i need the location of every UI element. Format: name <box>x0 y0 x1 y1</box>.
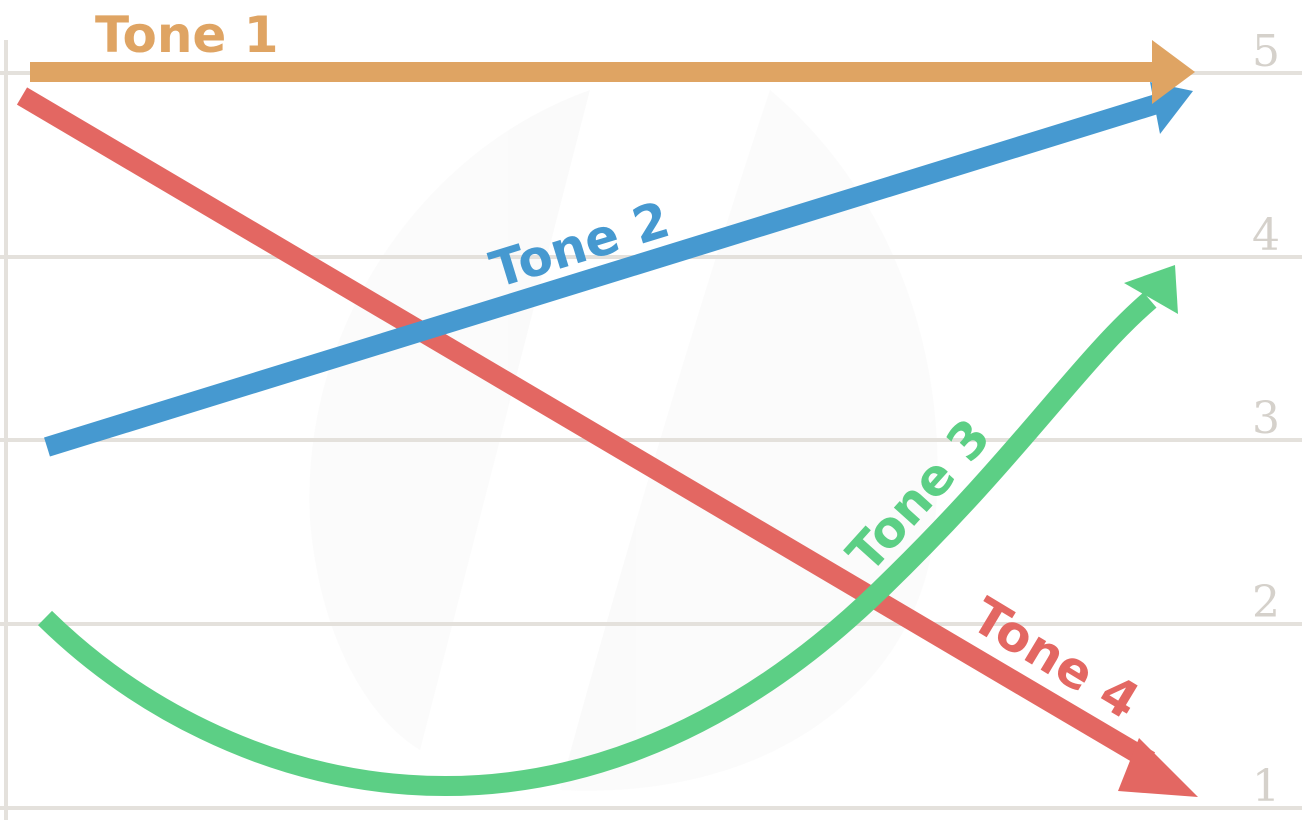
level-label-3: 3 <box>1252 393 1280 444</box>
tone-2-line <box>44 93 1163 457</box>
level-label-4: 4 <box>1252 210 1280 261</box>
tone-3-curve <box>37 292 1157 797</box>
level-label-1: 1 <box>1252 761 1280 812</box>
level-label-2: 2 <box>1252 577 1280 628</box>
tone-2-contour <box>44 82 1193 457</box>
tone-1-arrowhead <box>1152 40 1195 104</box>
tone-3-contour <box>37 265 1178 797</box>
tone-4-line <box>16 87 1156 770</box>
level-label-5: 5 <box>1252 26 1280 77</box>
tone-4-contour <box>16 87 1198 797</box>
tone-3-arrowhead <box>1124 265 1178 314</box>
tone-1-contour <box>30 40 1195 104</box>
tone-4-arrowhead <box>1118 738 1198 797</box>
tone-1-label: Tone 1 <box>95 6 279 64</box>
